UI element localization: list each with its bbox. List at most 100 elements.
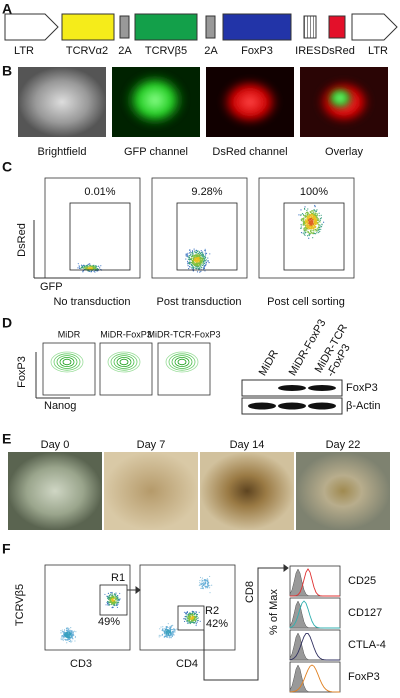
event-dot xyxy=(187,263,189,265)
event-dot xyxy=(193,621,195,624)
event-dot xyxy=(93,264,95,267)
event-dot xyxy=(74,635,77,638)
event-dot xyxy=(196,259,198,262)
event-dot xyxy=(193,256,195,258)
event-dot xyxy=(64,632,66,634)
event-dot xyxy=(117,595,119,597)
event-dot xyxy=(69,638,71,641)
event-dot xyxy=(63,629,66,631)
event-dot xyxy=(112,595,114,597)
event-dot xyxy=(200,250,202,252)
event-dot xyxy=(306,209,308,212)
gate-label: R1 xyxy=(111,572,125,584)
image-signal xyxy=(326,86,354,110)
event-dot xyxy=(159,628,161,630)
event-dot xyxy=(199,265,201,267)
axis-label: Nanog xyxy=(44,400,76,412)
event-dot xyxy=(158,634,160,636)
marker-histogram xyxy=(289,632,340,661)
event-dot xyxy=(192,268,194,270)
band xyxy=(278,385,306,391)
event-dot xyxy=(305,218,307,220)
event-dot xyxy=(197,619,199,622)
event-dot xyxy=(201,251,203,254)
event-dot xyxy=(184,618,186,620)
event-dot xyxy=(201,585,203,588)
event-dot xyxy=(300,232,303,234)
gate xyxy=(69,202,131,271)
event-dot xyxy=(313,214,315,216)
event-dot xyxy=(187,258,190,260)
event-dot xyxy=(203,259,206,261)
event-dot xyxy=(173,628,175,630)
event-dot xyxy=(194,263,197,265)
event-dot xyxy=(111,603,113,605)
event-dot xyxy=(202,580,204,582)
event-dot xyxy=(200,270,202,272)
event-dot xyxy=(305,222,307,224)
event-dot xyxy=(314,232,316,235)
event-dot xyxy=(173,631,175,633)
event-dot xyxy=(189,255,191,257)
event-dot xyxy=(190,253,192,255)
event-dot xyxy=(80,267,82,269)
event-dot xyxy=(187,265,189,267)
event-dot xyxy=(117,601,119,603)
event-dot xyxy=(306,229,308,231)
event-dot xyxy=(201,262,203,264)
event-dot xyxy=(168,632,171,634)
event-dot xyxy=(106,597,109,599)
plot-caption: Post cell sorting xyxy=(267,296,345,308)
event-dot xyxy=(314,210,316,212)
band-label: FoxP3 xyxy=(346,382,378,394)
event-dot xyxy=(195,256,197,258)
event-dot xyxy=(164,635,167,638)
event-dot xyxy=(304,215,306,217)
event-dot xyxy=(67,628,69,631)
event-dot xyxy=(204,249,206,252)
event-dot xyxy=(201,251,204,253)
event-dot xyxy=(302,217,305,219)
axis-label: DsRed xyxy=(16,223,28,257)
event-dot xyxy=(205,582,207,584)
segment xyxy=(222,13,292,41)
event-dot xyxy=(187,620,189,623)
event-dot xyxy=(201,255,203,257)
event-dot xyxy=(199,252,202,254)
event-dot xyxy=(81,267,83,269)
event-dot xyxy=(67,634,69,637)
event-dot xyxy=(74,640,76,642)
event-dot xyxy=(308,222,310,224)
event-dot xyxy=(195,258,197,260)
event-dot xyxy=(165,634,167,636)
event-dot xyxy=(161,634,163,636)
event-dot xyxy=(305,211,307,214)
event-dot xyxy=(174,631,176,633)
event-dot xyxy=(71,640,73,642)
event-dot xyxy=(318,212,320,214)
event-dot xyxy=(319,219,321,221)
gate xyxy=(283,202,345,271)
flow-plot xyxy=(44,177,141,279)
event-dot xyxy=(307,211,309,213)
event-dot xyxy=(207,581,210,583)
event-dot xyxy=(202,258,204,261)
event-dot xyxy=(68,632,70,634)
event-dot xyxy=(198,584,201,586)
event-dot xyxy=(191,264,193,266)
event-dot xyxy=(318,227,321,229)
event-dot xyxy=(183,611,186,613)
event-dot xyxy=(194,264,196,267)
event-dot xyxy=(320,225,323,228)
event-dot xyxy=(316,232,318,234)
event-dot xyxy=(194,258,196,260)
event-dot xyxy=(316,215,318,217)
event-dot xyxy=(303,218,305,221)
event-dot xyxy=(192,619,194,621)
event-dot xyxy=(310,224,313,226)
event-dot xyxy=(305,213,307,215)
event-dot xyxy=(64,638,66,640)
event-dot xyxy=(118,601,120,603)
event-dot xyxy=(314,228,317,231)
event-dot xyxy=(116,604,118,606)
